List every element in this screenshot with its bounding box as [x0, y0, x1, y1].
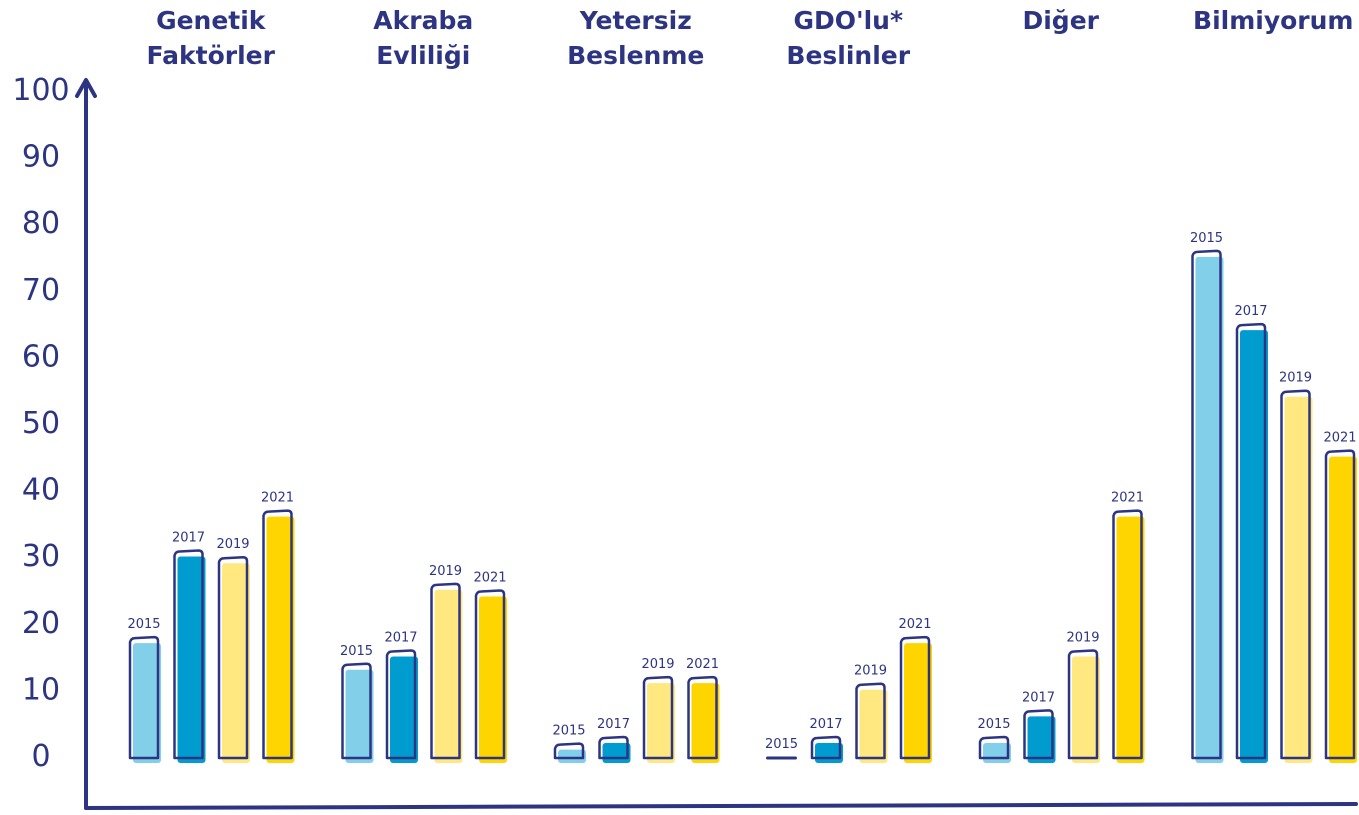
- bar-fill: [558, 749, 586, 763]
- bar-outline: [1191, 249, 1222, 760]
- y-tick-label: 50: [22, 406, 60, 441]
- category-title-line2: Beslenme: [567, 41, 704, 70]
- bar-fill: [1027, 716, 1056, 763]
- y-axis-arrow: [75, 78, 97, 98]
- bar-year-label: 2021: [1111, 491, 1144, 506]
- bar-fill: [434, 589, 463, 763]
- bar-year-label: 2017: [597, 717, 630, 732]
- bar-fill: [904, 643, 932, 763]
- bar-fill: [1072, 656, 1100, 763]
- category-title-line1: Genetik: [156, 6, 267, 35]
- bar-outline: [810, 735, 842, 760]
- category-title-line1: Akraba: [373, 6, 473, 35]
- bar-outline: [899, 635, 931, 760]
- bar-fill: [390, 656, 418, 763]
- bar-year-label: 2019: [1066, 630, 1099, 645]
- bar-fill: [177, 556, 206, 763]
- bar-outline: [1023, 709, 1054, 760]
- bar-fill: [1195, 256, 1224, 763]
- bar-fill: [1116, 516, 1145, 763]
- bar-year-label: 2017: [809, 717, 842, 732]
- category-title-line2: Evliliği: [376, 41, 470, 70]
- y-tick-label: 20: [22, 606, 60, 641]
- bar-outline: [474, 589, 506, 760]
- bar-fill: [647, 683, 675, 763]
- y-tick-label: 100: [12, 73, 69, 108]
- category-title-line1: Diğer: [1022, 6, 1099, 35]
- bars: [128, 249, 1357, 763]
- bar-fill: [345, 669, 374, 763]
- bar-outline: [553, 742, 585, 760]
- bar-year-label: 2017: [172, 531, 205, 546]
- y-tick-label: 70: [22, 273, 60, 308]
- bar-outline: [1067, 649, 1099, 760]
- bar-year-label: 2015: [552, 724, 585, 739]
- bar-outline: [598, 735, 629, 760]
- category-title-line1: Yetersiz: [579, 6, 692, 35]
- x-axis-line: [84, 802, 1358, 810]
- bar-outline: [385, 649, 417, 760]
- bar-year-label: 2015: [765, 737, 798, 752]
- y-tick-label: 30: [22, 539, 60, 574]
- bar-outline: [1112, 509, 1143, 760]
- bar-fill: [1240, 330, 1268, 763]
- axes: [75, 78, 1358, 810]
- bar-year-label: 2017: [1022, 690, 1055, 705]
- y-tick-label: 40: [22, 473, 60, 508]
- bar-fill: [266, 516, 295, 763]
- bar-year-label: 2021: [686, 657, 719, 672]
- bar-year-label: 2017: [384, 630, 417, 645]
- bar-outline: [217, 555, 249, 760]
- bar-outline: [173, 549, 204, 760]
- bar-year-label: 2019: [1279, 371, 1312, 386]
- category-titles: Genetik Faktörler Akraba Evliliği Yetersiz Be…: [147, 6, 1354, 70]
- bar-outline: [1280, 389, 1311, 760]
- category-title-line1: Bilmiyorum: [1193, 6, 1353, 35]
- bar-fill: [1284, 396, 1313, 763]
- y-tick-label: 90: [22, 140, 60, 175]
- bar-outline: [978, 735, 1010, 760]
- bar-year-label: 2019: [216, 537, 249, 552]
- bar-outline: [128, 635, 160, 760]
- category-title-line2: Faktörler: [147, 41, 276, 70]
- bar-year-label: 2015: [340, 644, 373, 659]
- bar-outline: [430, 582, 461, 760]
- bar-outline: [855, 682, 886, 760]
- bar-year-label: 2017: [1234, 304, 1267, 319]
- bar-year-label: 2019: [641, 657, 674, 672]
- bar-fill: [222, 563, 250, 763]
- y-tick-label: 10: [22, 672, 60, 707]
- bar-year-label: 2019: [854, 664, 887, 679]
- bar-fill: [133, 643, 161, 763]
- bar-outline: [642, 675, 674, 760]
- category-title-line2: Beslinler: [786, 41, 910, 70]
- bar-year-label: 2015: [127, 617, 160, 632]
- bar-outline: [687, 675, 718, 760]
- bar-year-label: 2021: [473, 571, 506, 586]
- bar-year-labels: 2015 2017 2019 2021 2015 2017 2019 2021 2015 2017…: [127, 231, 1356, 752]
- bar-year-label: 2015: [1190, 231, 1223, 246]
- bar-year-label: 2021: [261, 491, 294, 506]
- bar-outline: [1235, 322, 1267, 760]
- y-tick-label: 0: [31, 739, 50, 774]
- bar-fill: [691, 683, 720, 763]
- bar-year-label: 2021: [1323, 431, 1356, 446]
- bar-year-label: 2015: [977, 717, 1010, 732]
- y-tick-label: 80: [22, 206, 60, 241]
- bar-outline: [262, 509, 293, 760]
- bar-outline: [1324, 449, 1356, 760]
- bar-year-label: 2019: [429, 564, 462, 579]
- bar-year-label: 2021: [898, 617, 931, 632]
- y-axis-ticks: 0 10 20 30 40 50 60 70 80 90 100: [12, 73, 69, 774]
- bar-fill: [479, 596, 507, 763]
- bar-outline: [341, 662, 372, 760]
- bar-fill: [859, 689, 888, 763]
- bar-fill: [1329, 456, 1357, 763]
- y-tick-label: 60: [22, 339, 60, 374]
- category-title-line1: GDO'lu*: [793, 6, 903, 35]
